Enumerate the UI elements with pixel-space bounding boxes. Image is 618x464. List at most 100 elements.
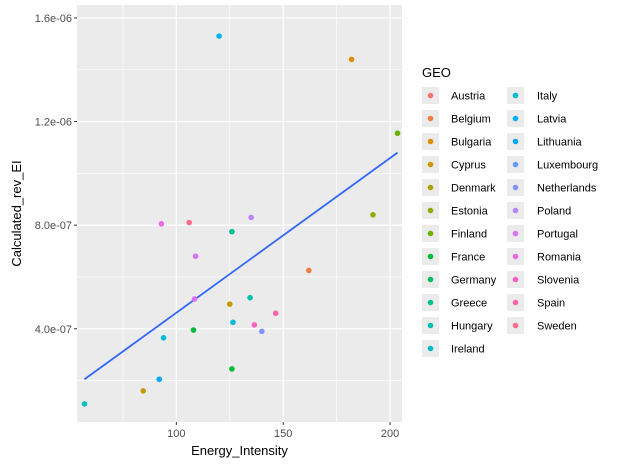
legend-marker: [512, 230, 519, 237]
data-point: [160, 335, 167, 341]
trend-line: [83, 151, 399, 380]
legend-marker: [512, 276, 519, 283]
legend-item: Portugal: [507, 225, 578, 242]
legend-item: Luxembourg: [507, 156, 598, 173]
data-point: [394, 130, 401, 137]
legend-item: Slovenia: [507, 271, 580, 288]
legend-label: Lithuania: [537, 137, 583, 149]
y-tick-label: 1.6e-06: [35, 13, 72, 25]
data-point: [140, 388, 147, 394]
data-point: [156, 376, 163, 383]
legend-item: Poland: [507, 202, 571, 219]
legend-label: Slovenia: [537, 275, 580, 287]
legend-item: Greece: [422, 294, 487, 311]
legend-item: Sweden: [507, 317, 577, 334]
legend-label: Poland: [537, 206, 571, 218]
legend-item: Estonia: [422, 202, 489, 219]
legend-marker: [427, 345, 434, 352]
legend-label: Spain: [537, 298, 565, 310]
data-point: [158, 221, 165, 227]
y-axis-title: Calculated_rev_EI: [9, 160, 24, 266]
x-tick-label: 200: [381, 428, 399, 440]
data-point: [216, 33, 222, 39]
legend-item: Bulgaria: [422, 133, 492, 150]
legend-item: Belgium: [422, 110, 491, 127]
trend-line-group: [83, 151, 399, 380]
data-point: [248, 214, 254, 221]
legend-title: GEO: [422, 65, 451, 80]
legend-item: Finland: [422, 225, 487, 242]
data-point: [247, 294, 253, 301]
legend-label: France: [451, 252, 485, 264]
y-axis-ticks: 4.0e-07 8.0e-07 1.2e-06 1.6e-06: [35, 13, 77, 336]
legend-item: Romania: [507, 248, 582, 265]
data-point: [230, 319, 236, 326]
legend-marker: [512, 299, 519, 306]
legend-item: Germany: [422, 271, 497, 288]
legend-label: Netherlands: [537, 183, 597, 195]
legend-marker: [512, 138, 519, 145]
legend-label: Belgium: [451, 114, 491, 126]
legend-marker: [427, 230, 434, 237]
y-tick-label: 8.0e-07: [35, 220, 72, 232]
legend-label: Bulgaria: [451, 137, 492, 149]
legend-marker: [427, 207, 434, 214]
legend-label: Italy: [537, 91, 558, 103]
legend-label: Germany: [451, 275, 497, 287]
legend-marker: [512, 253, 519, 260]
x-tick-label: 100: [167, 428, 185, 440]
legend-marker: [427, 115, 434, 122]
data-point: [370, 211, 376, 218]
legend-label: Denmark: [451, 183, 496, 195]
legend-item: Spain: [507, 294, 565, 311]
data-point: [348, 56, 355, 63]
legend-label: Sweden: [537, 321, 577, 333]
data-point: [226, 301, 233, 307]
legend-marker: [427, 92, 434, 99]
data-points: [81, 33, 401, 407]
x-tick-label: 150: [274, 428, 292, 440]
legend-marker: [512, 322, 519, 329]
data-point: [229, 228, 235, 235]
legend-item: Denmark: [422, 179, 496, 196]
legend-label: Greece: [451, 298, 487, 310]
data-point: [186, 219, 192, 226]
legend-marker: [427, 253, 434, 260]
major-gridlines: [77, 5, 402, 422]
data-point: [191, 296, 198, 302]
legend-marker: [427, 184, 434, 191]
legend-marker: [512, 161, 519, 168]
legend-label: Luxembourg: [537, 160, 598, 172]
legend-label: Estonia: [451, 206, 489, 218]
legend-marker: [427, 161, 434, 168]
legend-label: Romania: [537, 252, 582, 264]
y-tick-label: 4.0e-07: [35, 324, 72, 336]
minor-gridlines: [77, 5, 402, 422]
legend-item: Italy: [507, 87, 558, 104]
x-axis-ticks: 100 150 200: [167, 422, 399, 440]
legend-item: Hungary: [422, 317, 493, 334]
legend-marker: [427, 276, 434, 283]
legend-item: Ireland: [422, 340, 485, 357]
legend-marker: [427, 322, 434, 329]
data-point: [251, 322, 258, 328]
legend-label: Cyprus: [451, 160, 486, 172]
data-point: [259, 328, 265, 335]
data-point: [229, 366, 235, 372]
legend-marker: [512, 92, 519, 99]
legend-label: Latvia: [537, 114, 567, 126]
legend-item: Austria: [422, 87, 486, 104]
legend-marker: [427, 138, 434, 145]
legend-label: Hungary: [451, 321, 493, 333]
legend-marker: [512, 184, 519, 191]
legend-item: Netherlands: [507, 179, 597, 196]
data-point: [306, 267, 312, 274]
data-point: [81, 401, 88, 407]
legend-marker: [512, 115, 519, 122]
legend: Austria Belgium Bulgaria Cyprus Denmark Eston…: [422, 87, 598, 357]
x-axis-title: Energy_Intensity: [191, 443, 288, 458]
y-tick-label: 1.2e-06: [35, 117, 72, 129]
legend-item: France: [422, 248, 485, 265]
legend-marker: [512, 207, 519, 214]
